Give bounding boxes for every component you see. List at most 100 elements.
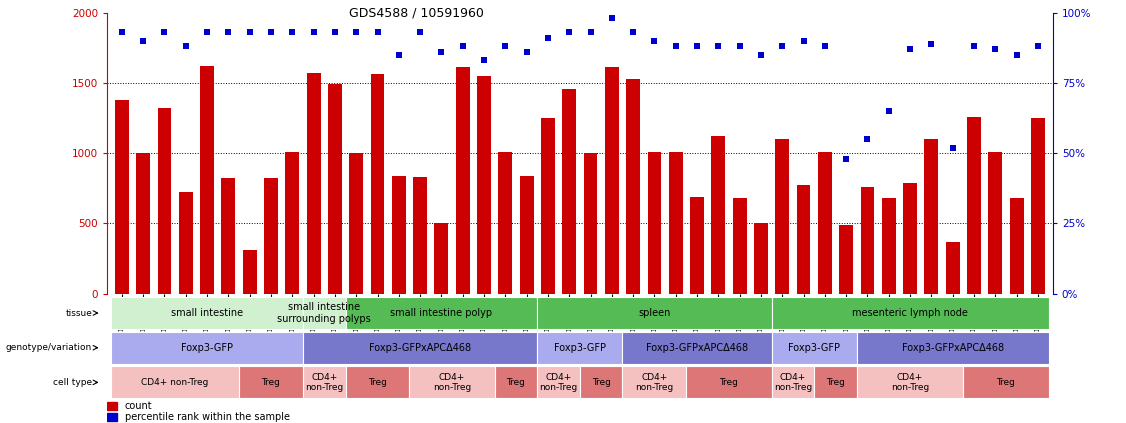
Text: Treg: Treg: [507, 378, 526, 387]
Text: Foxp3-GFPxAPCΔ468: Foxp3-GFPxAPCΔ468: [902, 343, 1003, 353]
Text: Treg: Treg: [592, 378, 610, 387]
Point: [752, 52, 770, 58]
Text: small intestine: small intestine: [171, 308, 243, 318]
Bar: [903, 183, 917, 294]
Bar: [349, 153, 363, 294]
Bar: [669, 152, 682, 294]
Text: Treg: Treg: [997, 378, 1016, 387]
Bar: [328, 84, 342, 294]
Bar: [1010, 198, 1024, 294]
Bar: [346, 366, 410, 398]
Text: Foxp3-GFP: Foxp3-GFP: [788, 343, 840, 353]
Text: CD4+
non-Treg: CD4+ non-Treg: [635, 373, 673, 392]
Bar: [158, 108, 171, 294]
Point: [774, 43, 792, 50]
Point: [454, 43, 472, 50]
Bar: [285, 152, 300, 294]
Bar: [712, 136, 725, 294]
Bar: [626, 79, 640, 294]
Bar: [857, 332, 1048, 364]
Bar: [392, 176, 405, 294]
Point: [432, 49, 450, 55]
Bar: [410, 366, 494, 398]
Bar: [111, 332, 303, 364]
Bar: [477, 76, 491, 294]
Bar: [115, 100, 128, 294]
Bar: [239, 366, 303, 398]
Point: [795, 37, 813, 44]
Bar: [562, 88, 577, 294]
Point: [198, 29, 216, 36]
Point: [475, 57, 493, 64]
Point: [688, 43, 706, 50]
Point: [858, 136, 876, 143]
Point: [581, 29, 599, 36]
Bar: [771, 332, 857, 364]
Point: [539, 35, 557, 41]
Text: CD4+
non-Treg: CD4+ non-Treg: [539, 373, 578, 392]
Text: GDS4588 / 10591960: GDS4588 / 10591960: [349, 6, 484, 19]
Bar: [623, 332, 771, 364]
Bar: [882, 198, 895, 294]
Bar: [243, 250, 257, 294]
Bar: [687, 366, 771, 398]
Bar: [583, 153, 598, 294]
Text: small intestine
surrounding polyps: small intestine surrounding polyps: [277, 302, 372, 324]
Point: [624, 29, 642, 36]
Bar: [754, 223, 768, 294]
Bar: [537, 366, 580, 398]
Point: [837, 155, 855, 162]
Point: [305, 29, 323, 36]
Text: CD4+
non-Treg: CD4+ non-Treg: [305, 373, 343, 392]
Bar: [946, 242, 959, 294]
Bar: [690, 197, 704, 294]
Point: [922, 40, 940, 47]
Text: spleen: spleen: [638, 308, 671, 318]
Point: [816, 43, 834, 50]
Bar: [303, 297, 346, 329]
Point: [284, 29, 302, 36]
Point: [262, 29, 280, 36]
Point: [113, 29, 131, 36]
Text: tissue: tissue: [65, 308, 92, 318]
Bar: [817, 152, 832, 294]
Point: [325, 29, 343, 36]
Text: CD4+
non-Treg: CD4+ non-Treg: [434, 373, 471, 392]
Bar: [265, 179, 278, 294]
Bar: [107, 413, 117, 421]
Point: [177, 43, 195, 50]
Bar: [797, 185, 811, 294]
Bar: [306, 73, 321, 294]
Text: Foxp3-GFP: Foxp3-GFP: [554, 343, 606, 353]
Point: [944, 144, 962, 151]
Text: genotype/variation: genotype/variation: [6, 343, 92, 352]
Point: [709, 43, 727, 50]
Bar: [537, 297, 771, 329]
Bar: [494, 366, 537, 398]
Bar: [111, 297, 303, 329]
Bar: [179, 192, 193, 294]
Point: [1029, 43, 1047, 50]
Point: [368, 29, 386, 36]
Text: CD4+
non-Treg: CD4+ non-Treg: [774, 373, 812, 392]
Bar: [520, 176, 534, 294]
Text: Treg: Treg: [720, 378, 739, 387]
Bar: [814, 366, 857, 398]
Text: mesenteric lymph node: mesenteric lymph node: [852, 308, 968, 318]
Bar: [964, 366, 1048, 398]
Point: [347, 29, 365, 36]
Point: [134, 37, 152, 44]
Bar: [435, 223, 448, 294]
Bar: [200, 66, 214, 294]
Point: [667, 43, 685, 50]
Bar: [499, 152, 512, 294]
Point: [731, 43, 749, 50]
Text: cell type: cell type: [53, 378, 92, 387]
Point: [220, 29, 238, 36]
Bar: [413, 177, 427, 294]
Point: [965, 43, 983, 50]
Bar: [605, 67, 619, 294]
Bar: [771, 297, 1048, 329]
Bar: [540, 118, 555, 294]
Bar: [733, 198, 747, 294]
